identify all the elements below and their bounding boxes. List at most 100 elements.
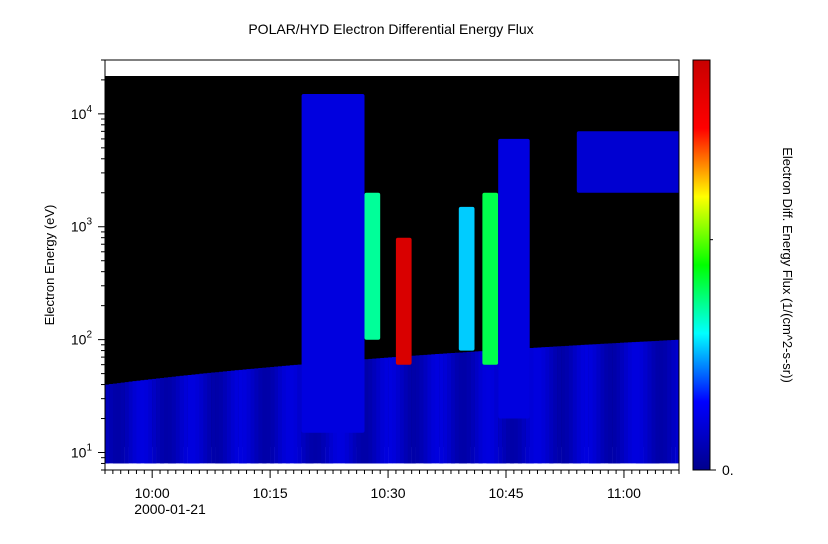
heatmap-cell	[364, 359, 369, 464]
chart-title: POLAR/HYD Electron Differential Energy F…	[248, 21, 533, 37]
heatmap-cell	[454, 352, 460, 464]
heatmap-cell	[187, 375, 192, 464]
heatmap-cell	[105, 384, 110, 464]
heatmap-cell	[635, 341, 640, 464]
heatmap-cell	[462, 352, 467, 464]
heatmap-cell	[281, 365, 287, 464]
heatmap-cell	[671, 340, 676, 464]
heatmap-cell	[258, 368, 263, 464]
heatmap-cell	[179, 375, 184, 464]
heatmap-cell	[238, 369, 243, 464]
heatmap-cell	[274, 366, 279, 464]
heatmap-cell	[156, 378, 161, 464]
heatmap-cell	[368, 358, 373, 464]
heatmap-cell	[545, 347, 550, 464]
heatmap-cell	[222, 371, 228, 464]
heatmap-cell	[403, 356, 408, 464]
heatmap-cell	[191, 374, 196, 464]
heatmap-cell	[639, 341, 644, 464]
heatmap-cell	[588, 344, 593, 464]
heatmap-cell	[411, 355, 416, 464]
heatmap-cell	[631, 342, 636, 464]
heatmap-cell	[608, 343, 613, 464]
heatmap-cell	[612, 343, 617, 464]
heatmap-cell	[596, 344, 601, 464]
plot-frame	[104, 59, 680, 471]
heatmap-cell	[470, 351, 475, 464]
heatmap-cell	[262, 367, 267, 464]
heatmap-cell	[431, 354, 436, 464]
heatmap-cell	[561, 346, 566, 464]
heatmap-cell	[478, 351, 483, 464]
heatmap-cell	[199, 373, 204, 464]
heatmap-cell	[120, 382, 125, 464]
heatmap-cell	[675, 339, 679, 464]
heatmap-cell	[128, 381, 133, 464]
heatmap-cell	[537, 347, 542, 464]
heatmap-cell	[112, 383, 118, 464]
y-tick-label: 103	[71, 217, 93, 235]
heatmap-cell	[529, 348, 534, 464]
heatmap-cell	[474, 351, 479, 464]
colorbar	[692, 59, 711, 471]
heatmap-cell	[482, 350, 487, 464]
heatmap-cell	[183, 375, 188, 464]
y-tick-label: 101	[71, 443, 93, 461]
heatmap-feature	[395, 237, 412, 365]
heatmap-feature	[364, 192, 381, 340]
heatmap-cell	[490, 350, 495, 464]
heatmap-cell	[136, 380, 141, 464]
heatmap-cell	[230, 370, 235, 464]
colorbar-tick-label: 0.	[722, 462, 734, 478]
heatmap-cell	[667, 340, 672, 464]
heatmap-cell	[175, 376, 180, 464]
heatmap-cell	[533, 347, 538, 464]
heatmap-cell	[207, 372, 212, 464]
y-axis: 101 102 103 104	[71, 59, 105, 471]
heatmap-cell	[132, 381, 137, 464]
heatmap-layer	[105, 94, 679, 464]
heatmap-cell	[592, 344, 597, 464]
heatmap-cell	[266, 367, 271, 464]
heatmap-cell	[443, 353, 448, 464]
heatmap-cell	[616, 343, 621, 464]
heatmap-feature	[458, 206, 475, 351]
heatmap-cell	[439, 353, 444, 464]
heatmap-cell	[164, 377, 169, 464]
heatmap-cell	[600, 343, 605, 464]
heatmap-cell	[419, 355, 424, 464]
heatmap-cell	[215, 372, 220, 464]
colorbar-axis: 0.5×10710×10715×107	[710, 239, 734, 478]
heatmap-cell	[167, 377, 173, 464]
heatmap-cell	[427, 354, 432, 464]
heatmap-cell	[376, 358, 381, 464]
heatmap-cell	[148, 379, 153, 464]
heatmap-cell	[234, 370, 239, 464]
heatmap-cell	[651, 341, 656, 464]
heatmap-cell	[144, 379, 149, 464]
heatmap-cell	[620, 342, 625, 464]
heatmap-cell	[195, 374, 200, 464]
heatmap-cell	[219, 371, 224, 464]
heatmap-cell	[549, 346, 554, 464]
heatmap-cell	[270, 367, 275, 464]
heatmap-cell	[116, 383, 121, 464]
heatmap-cell	[124, 382, 129, 464]
colorbar-label: Electron Diff. Energy Flux (1/(cm^2-s-sr…	[780, 147, 795, 383]
heatmap-cell	[160, 378, 165, 464]
heatmap-cell	[297, 364, 302, 464]
heatmap-cell	[399, 356, 405, 464]
heatmap-cell	[643, 341, 648, 464]
heatmap-cell	[572, 345, 577, 464]
heatmap-cell	[451, 353, 456, 464]
heatmap-feature	[498, 138, 530, 419]
x-axis: 10:00 10:15 10:30 10:45 11:00	[104, 470, 680, 501]
heatmap-feature	[301, 94, 365, 433]
x-tick-label: 11:00	[607, 485, 641, 501]
x-tick-label: 10:45	[488, 485, 523, 501]
heatmap-cell	[395, 356, 401, 464]
x-tick-label: 10:30	[371, 485, 406, 501]
heatmap-cell	[388, 357, 393, 464]
heatmap-cell	[568, 345, 574, 464]
